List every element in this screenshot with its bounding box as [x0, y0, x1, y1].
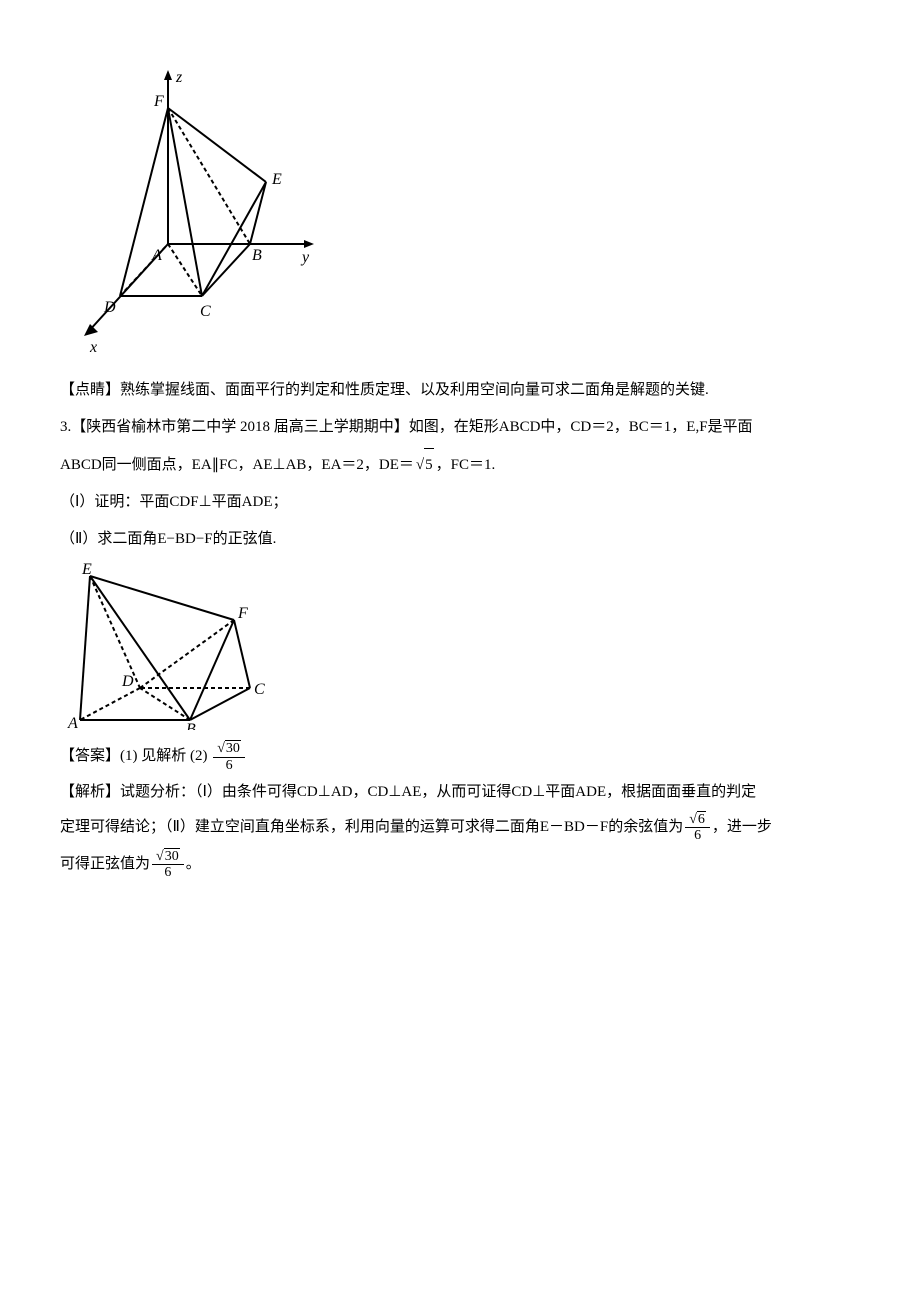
analysis-line1: 【解析】试题分析：（Ⅰ）由条件可得CD⊥AD，CD⊥AE，从而可证得CD⊥平面A… [60, 777, 860, 807]
figure-1: z y x F E A B D C [60, 64, 860, 364]
sin-fraction: 306 [152, 848, 184, 881]
cos-fraction: 66 [685, 811, 710, 844]
point-label-b: B [252, 247, 262, 264]
q3-part2: （Ⅱ）求二面角E−BD−F的正弦值. [60, 523, 860, 556]
analysis-line2: 定理可得结论；（Ⅱ）建立空间直角坐标系，利用向量的运算可求得二面角E－BD－F的… [60, 811, 860, 844]
fig2-label-b: B [186, 721, 196, 730]
fig2-label-e: E [81, 561, 92, 578]
analysis-line2b: ，进一步 [712, 819, 772, 835]
point-label-c: C [200, 303, 211, 320]
figure-2: E F A B C D [60, 560, 860, 730]
sqrt-5: 5 [414, 448, 436, 482]
q3-line2: ABCD同一侧面点，EA∥FC，AE⊥AB，EA＝2，DE＝5，FC＝1. [60, 448, 860, 482]
q3-part1: （Ⅰ）证明：平面CDF⊥平面ADE； [60, 486, 860, 519]
figure-2-svg: E F A B C D [60, 560, 270, 730]
analysis-line3: 可得正弦值为306。 [60, 848, 860, 881]
fig2-label-d: D [121, 673, 134, 690]
answer-prefix: 【答案】(1) 见解析 (2) [60, 748, 211, 764]
point-label-e: E [271, 171, 282, 188]
axis-label-x: x [89, 339, 97, 356]
point-label-d: D [103, 299, 116, 316]
analysis-line2a: 定理可得结论；（Ⅱ）建立空间直角坐标系，利用向量的运算可求得二面角E－BD－F的… [60, 819, 683, 835]
fig2-label-a: A [67, 715, 78, 730]
axis-label-z: z [175, 69, 183, 86]
figure-1-svg: z y x F E A B D C [60, 64, 320, 364]
fig2-label-f: F [237, 605, 248, 622]
point-label-f: F [153, 93, 164, 110]
answer-line: 【答案】(1) 见解析 (2) 306 [60, 740, 860, 773]
q3-line2b: ，FC＝1. [436, 457, 496, 473]
fig2-label-c: C [254, 681, 265, 698]
q3-line2a: ABCD同一侧面点，EA∥FC，AE⊥AB，EA＝2，DE＝ [60, 457, 414, 473]
analysis-line3b: 。 [186, 856, 201, 872]
dianjing-text: 【点睛】熟练掌握线面、面面平行的判定和性质定理、以及利用空间向量可求二面角是解题… [60, 374, 860, 407]
axis-label-y: y [300, 249, 310, 266]
analysis-line3a: 可得正弦值为 [60, 856, 150, 872]
q3-line1: 3.【陕西省榆林市第二中学 2018 届高三上学期期中】如图，在矩形ABCD中，… [60, 411, 860, 444]
answer-fraction: 306 [213, 740, 245, 773]
point-label-a: A [151, 247, 162, 264]
